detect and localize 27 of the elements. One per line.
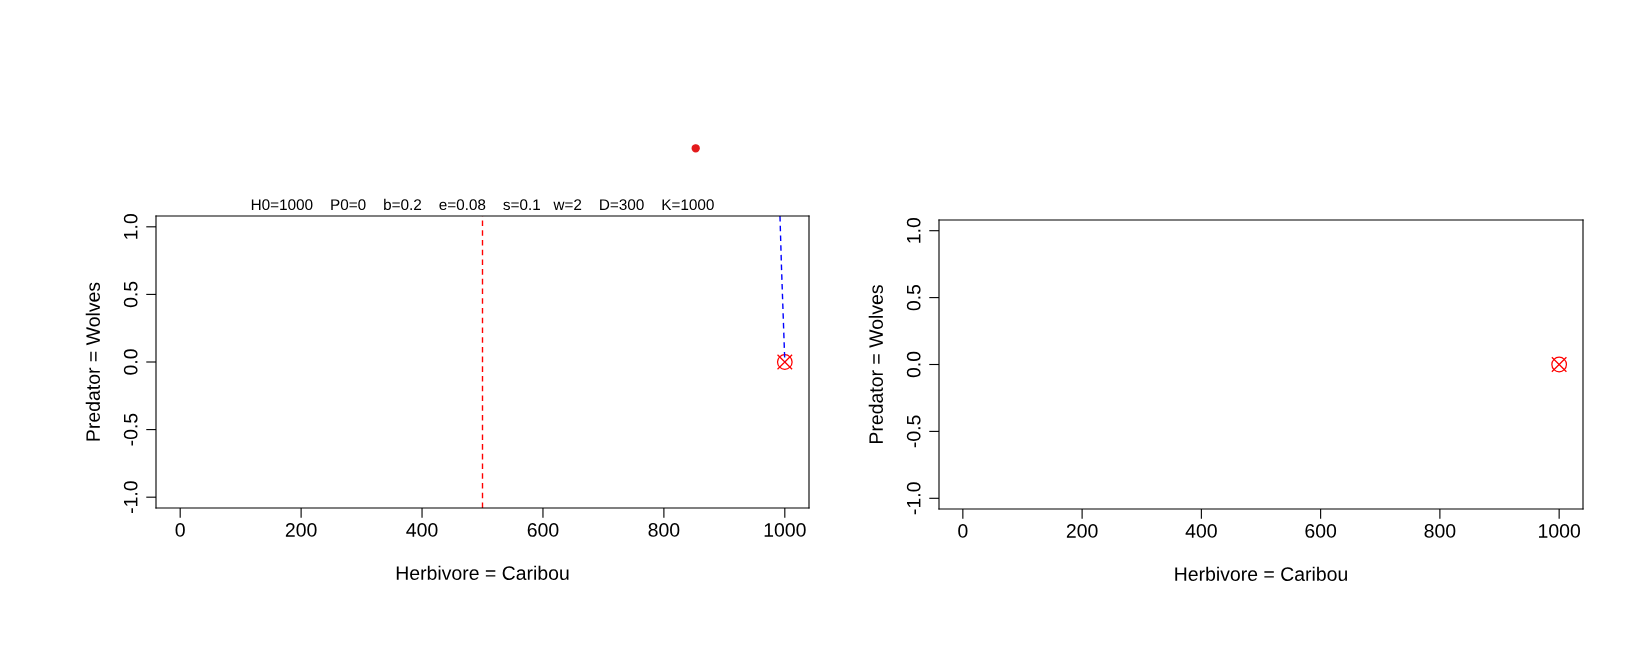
y-tick-label: 0.5 — [123, 281, 138, 308]
x-axis-title: Herbivore = Caribou — [396, 565, 569, 580]
x-tick-label: 200 — [1066, 524, 1098, 538]
x-tick-label: 400 — [406, 523, 438, 537]
y-tick-label: 0.0 — [123, 349, 138, 375]
x-tick-label: 0 — [175, 523, 185, 537]
x-tick-label: 800 — [648, 523, 680, 537]
x-tick-label: 800 — [1424, 524, 1456, 538]
x-tick-label: 200 — [285, 523, 317, 537]
x-tick-label: 600 — [1305, 524, 1337, 538]
y-axis-title: Predator = Wolves — [868, 285, 883, 443]
y-tick-label: -1.0 — [906, 482, 921, 515]
y-tick-label: 1.0 — [123, 214, 138, 239]
x-axis-title: Herbivore = Caribou — [1175, 566, 1347, 581]
text: H0=1000 P0=0 b=0.2 e=0.08 s=0.1 w=2 D=300 K=1000 — [251, 198, 714, 211]
x-tick-label: 0 — [958, 524, 968, 538]
y-tick-label: 0.0 — [906, 351, 921, 378]
x-tick-label: 600 — [527, 523, 559, 537]
y-tick-label: -0.5 — [123, 413, 138, 446]
x-tick-label: 400 — [1185, 524, 1217, 538]
y-tick-label: -1.0 — [123, 481, 138, 514]
y-tick-label: -0.5 — [906, 415, 921, 448]
y-axis-title: Predator = Wolves — [85, 282, 100, 441]
y-tick-label: 1.0 — [906, 217, 921, 243]
x-tick-label: 1000 — [1539, 524, 1581, 538]
y-tick-label: 0.5 — [906, 284, 921, 311]
x-tick-label: 1000 — [764, 523, 806, 537]
